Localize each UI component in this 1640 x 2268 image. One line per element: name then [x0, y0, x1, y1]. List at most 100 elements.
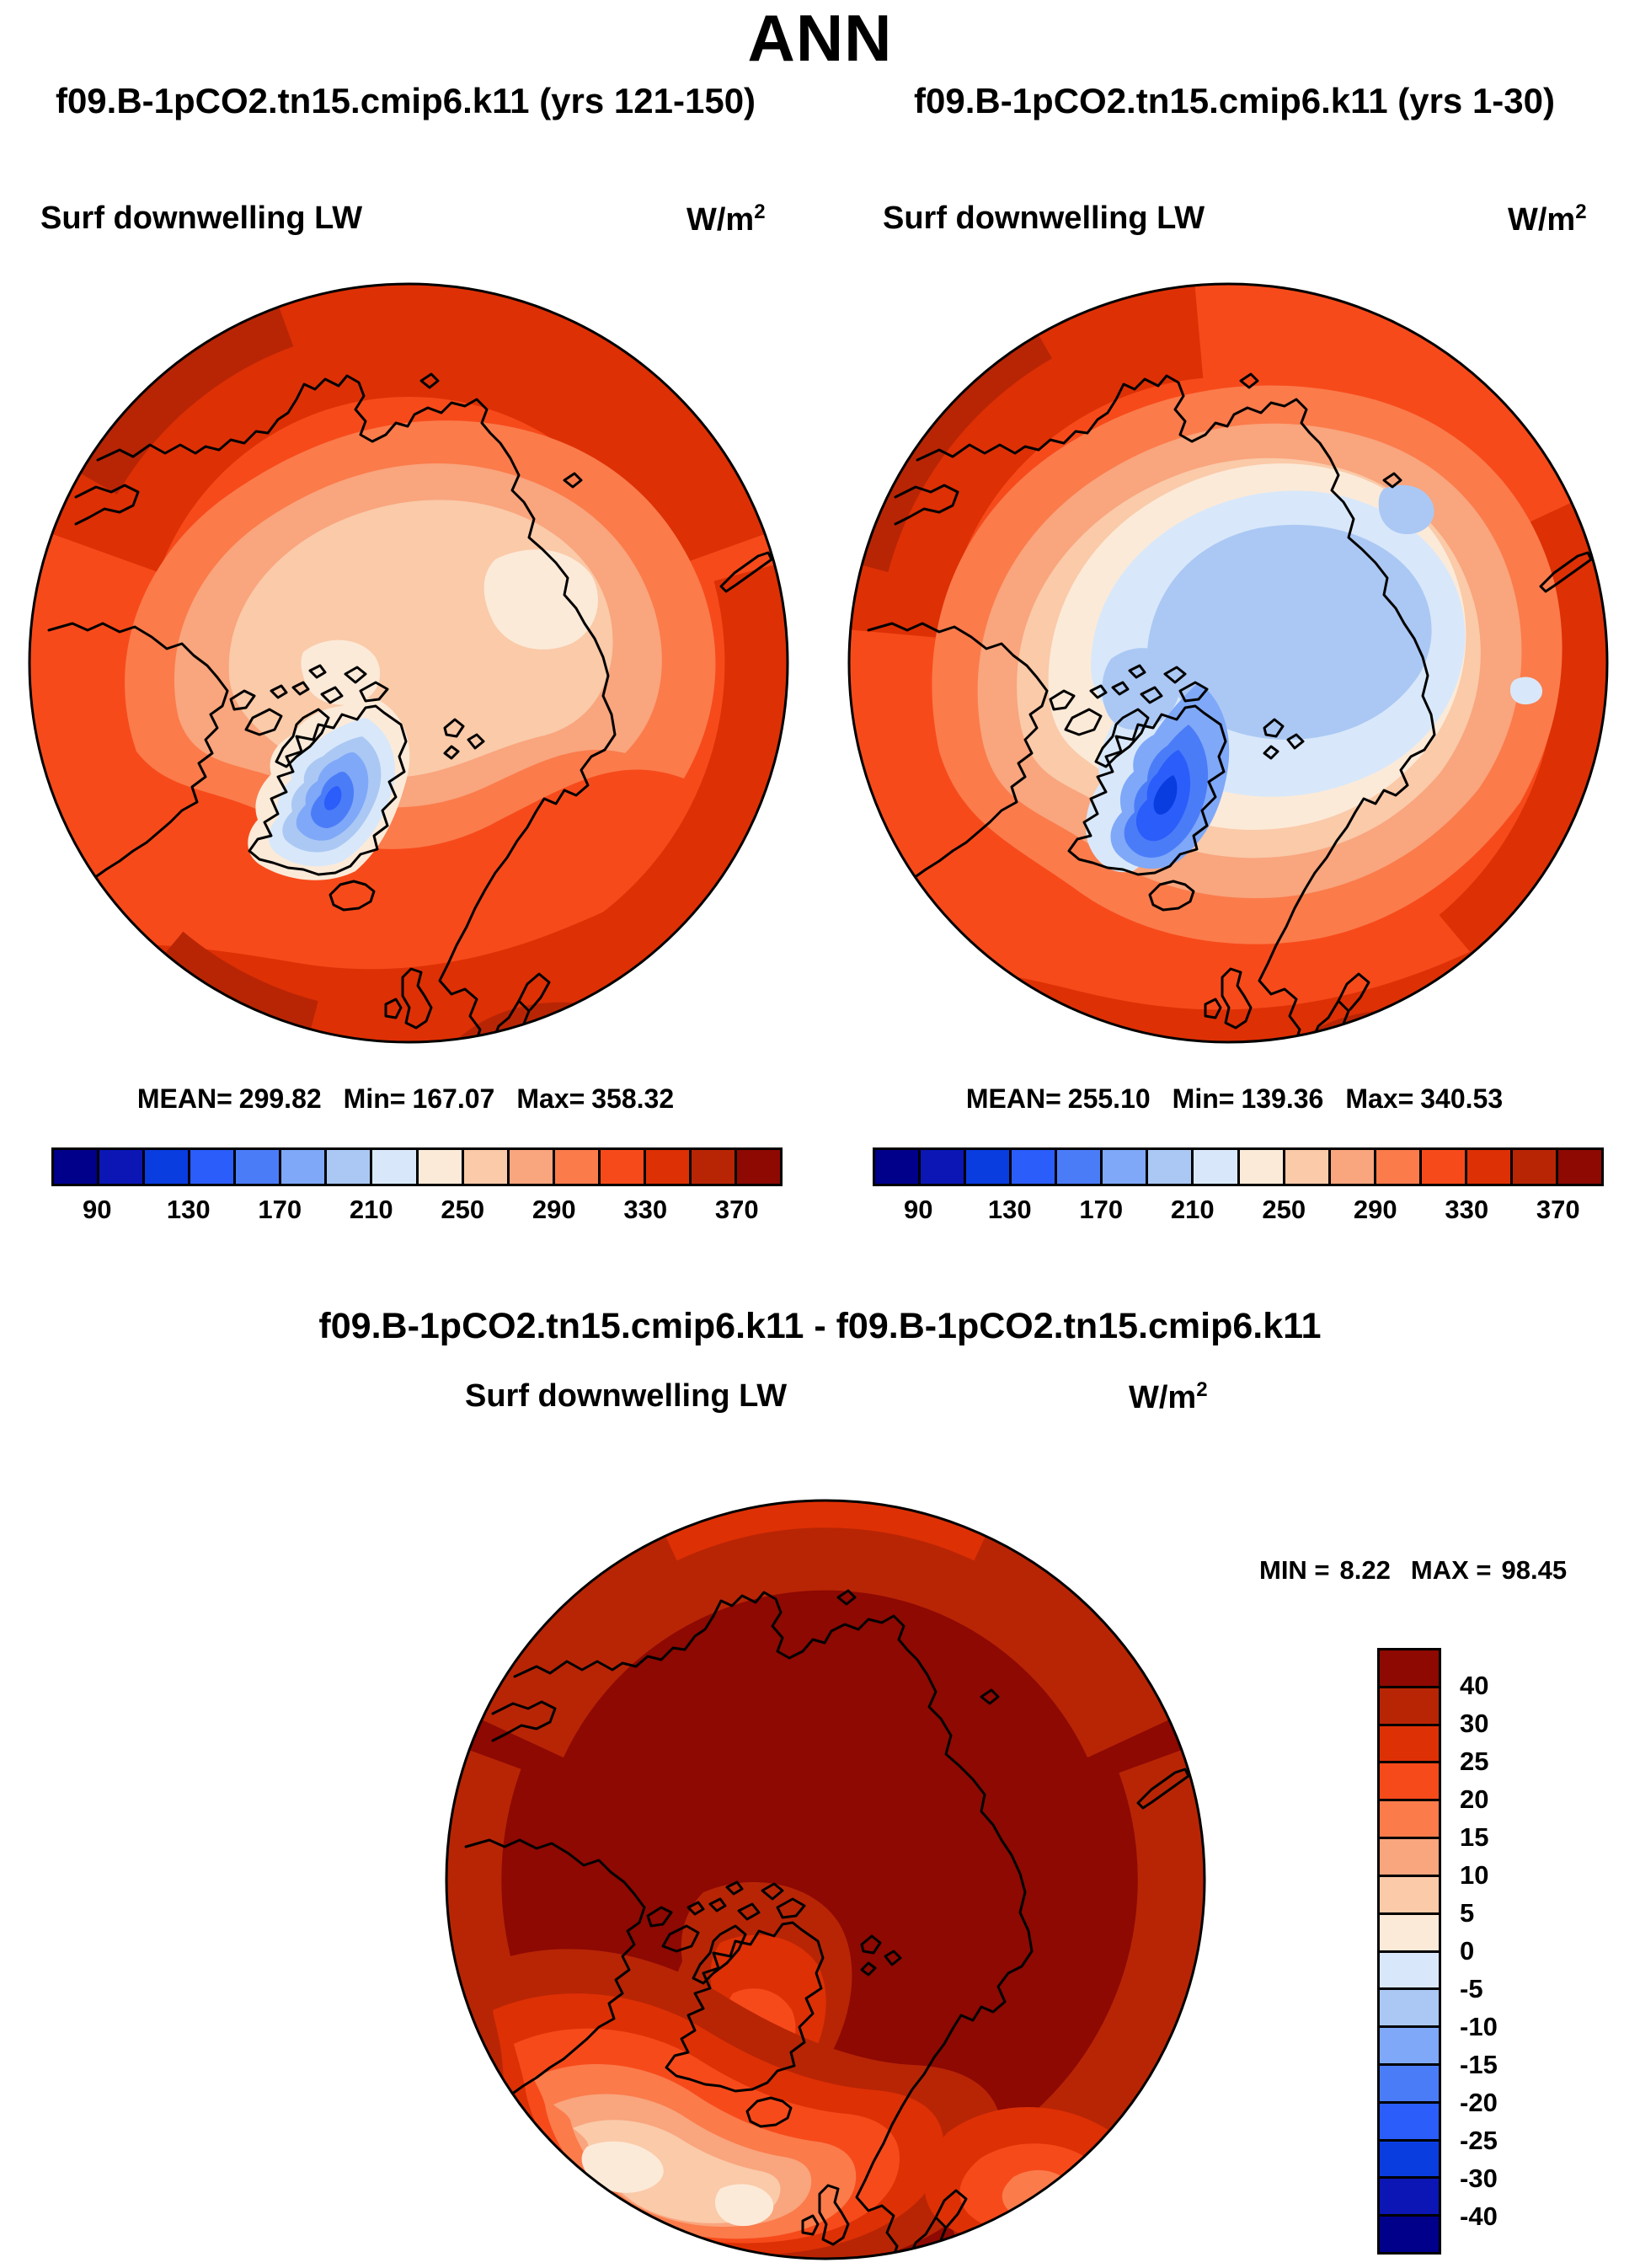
mean-label: MEAN=	[965, 1083, 1061, 1114]
colorbar-cell	[1239, 1150, 1285, 1184]
colorbar-tick-label: 5	[1460, 1898, 1475, 1928]
colorbar-cell	[1380, 2028, 1439, 2066]
colorbar-tick-label: 15	[1460, 1822, 1489, 1852]
colorbar-left: 90 130 170 210 250 290 330 370	[51, 1147, 783, 1240]
colorbar-cell	[1466, 1150, 1513, 1184]
stats-left: MEAN= 299.82 Min= 167.07 Max= 358.32	[0, 1083, 811, 1115]
colorbar-cell	[1380, 1914, 1439, 1953]
panel-title-left: f09.B-1pCO2.tn15.cmip6.k11 (yrs 121-150)	[55, 81, 756, 120]
min-label: Min=	[1172, 1083, 1235, 1114]
colorbar-tick-label: -25	[1460, 2126, 1498, 2155]
colorbar-cell	[145, 1150, 191, 1184]
colorbar-cell	[1380, 1952, 1439, 1991]
colorbar-ticks: 90 130 170 210 250 290 330 370	[873, 1195, 1604, 1233]
mean-value: 299.82	[238, 1083, 322, 1114]
units-exponent: 2	[1196, 1378, 1208, 1401]
colorbar-tick-label: 25	[1460, 1746, 1489, 1776]
colorbar-cell	[281, 1150, 328, 1184]
diff-panel-title: f09.B-1pCO2.tn15.cmip6.k11 - f09.B-1pCO2…	[318, 1306, 1322, 1346]
colorbar-tick-label: -20	[1460, 2088, 1498, 2117]
colorbar-tick-label: -15	[1460, 2050, 1498, 2079]
max-label: Max=	[516, 1083, 585, 1114]
max-label: Max=	[1345, 1083, 1414, 1114]
colorbar-tick-label: -30	[1460, 2164, 1498, 2193]
units-label-diff: W/m2	[1129, 1378, 1208, 1416]
colorbar-tick-label: -10	[1460, 2012, 1498, 2041]
units-base: W/m	[1129, 1380, 1197, 1415]
units-base: W/m	[686, 202, 755, 238]
colorbar-cell	[1380, 2141, 1439, 2180]
colorbar-diff: 40 30 25 20 15 10 5 0 -5 -10 -15 -20 -25 -30 -40	[1377, 1648, 1588, 2255]
colorbar-box	[51, 1147, 783, 1186]
map-yrs-1-30	[847, 282, 1609, 1044]
diff-min-label: MIN =	[1259, 1555, 1330, 1585]
colorbar-tick-label: 170	[1079, 1195, 1124, 1224]
map-difference	[445, 1499, 1206, 2260]
panel-title-right: f09.B-1pCO2.tn15.cmip6.k11 (yrs 1-30)	[913, 81, 1555, 120]
var-label-left: Surf downwelling LW	[40, 201, 363, 236]
colorbar-cell	[691, 1150, 737, 1184]
max-value: 358.32	[591, 1083, 675, 1114]
map-yrs-121-150	[28, 282, 789, 1044]
colorbar-cell	[1380, 2103, 1439, 2142]
mean-label: MEAN=	[136, 1083, 232, 1114]
diff-minmax: MIN = 8.22 MAX = 98.45	[1259, 1555, 1567, 1586]
colorbar-box	[1377, 1648, 1441, 2255]
colorbar-tick-label: 20	[1460, 1784, 1489, 1814]
colorbar-ticks: 90 130 170 210 250 290 330 370	[51, 1195, 783, 1233]
colorbar-tick-label: 0	[1460, 1936, 1475, 1966]
colorbar-cell	[1557, 1150, 1601, 1184]
colorbar-cell	[1380, 2065, 1439, 2104]
colorbar-tick-label: 210	[349, 1195, 393, 1224]
colorbar-cell	[463, 1150, 510, 1184]
colorbar-cell	[1194, 1150, 1240, 1184]
page-title: ANN	[747, 1, 893, 75]
colorbar-cell	[1285, 1150, 1331, 1184]
colorbar-tick-label: 130	[166, 1195, 211, 1224]
colorbar-tick-label: 10	[1460, 1860, 1489, 1890]
colorbar-cell	[1330, 1150, 1376, 1184]
colorbar-cell	[54, 1150, 100, 1184]
colorbar-cell	[1103, 1150, 1149, 1184]
colorbar-cell	[1148, 1150, 1194, 1184]
colorbar-tick-label: 30	[1460, 1709, 1489, 1738]
colorbar-tick-label: 330	[623, 1195, 668, 1224]
colorbar-cell	[1380, 1876, 1439, 1915]
units-label-left: W/m2	[686, 201, 766, 238]
colorbar-cell	[1380, 1650, 1439, 1688]
colorbar-tick-label: 370	[1536, 1195, 1580, 1224]
colorbar-cell	[600, 1150, 646, 1184]
units-exponent: 2	[1575, 201, 1587, 223]
colorbar-cell	[1380, 1801, 1439, 1840]
colorbar-tick-label: 330	[1445, 1195, 1489, 1224]
colorbar-cell	[1376, 1150, 1422, 1184]
colorbar-cell	[966, 1150, 1012, 1184]
colorbar-tick-label: -40	[1460, 2201, 1498, 2231]
colorbar-tick-label: 90	[904, 1195, 933, 1224]
colorbar-cell	[236, 1150, 282, 1184]
units-base: W/m	[1508, 202, 1576, 238]
colorbar-cell	[645, 1150, 692, 1184]
colorbar-cell	[554, 1150, 601, 1184]
colorbar-tick-label: 250	[441, 1195, 485, 1224]
max-value: 340.53	[1420, 1083, 1504, 1114]
colorbar-cell	[736, 1150, 780, 1184]
stats-right: MEAN= 255.10 Min= 139.36 Max= 340.53	[829, 1083, 1640, 1115]
colorbar-cell	[418, 1150, 464, 1184]
colorbar-cell	[1380, 1688, 1439, 1726]
colorbar-cell	[99, 1150, 146, 1184]
colorbar-cell	[372, 1150, 419, 1184]
var-label-diff: Surf downwelling LW	[465, 1378, 788, 1414]
diff-max-value: 98.45	[1501, 1555, 1568, 1585]
colorbar-cell	[1380, 1839, 1439, 1877]
colorbar-cell	[1380, 2217, 1439, 2252]
colorbar-cell	[1512, 1150, 1558, 1184]
colorbar-cell	[1380, 1725, 1439, 1764]
colorbar-cell	[1421, 1150, 1467, 1184]
colorbar-cell	[1380, 1763, 1439, 1802]
colorbar-cell	[875, 1150, 921, 1184]
colorbar-tick-label: 130	[987, 1195, 1032, 1224]
colorbar-cell	[1012, 1150, 1058, 1184]
colorbar-tick-label: 370	[714, 1195, 759, 1224]
